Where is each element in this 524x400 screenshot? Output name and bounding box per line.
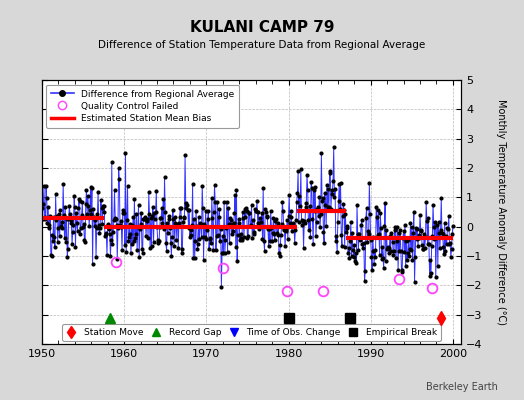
Y-axis label: Monthly Temperature Anomaly Difference (°C): Monthly Temperature Anomaly Difference (… [496,99,506,325]
Text: KULANI CAMP 79: KULANI CAMP 79 [190,20,334,35]
Text: Difference of Station Temperature Data from Regional Average: Difference of Station Temperature Data f… [99,40,425,50]
Legend: Station Move, Record Gap, Time of Obs. Change, Empirical Break: Station Move, Record Gap, Time of Obs. C… [62,324,441,341]
Text: Berkeley Earth: Berkeley Earth [426,382,498,392]
